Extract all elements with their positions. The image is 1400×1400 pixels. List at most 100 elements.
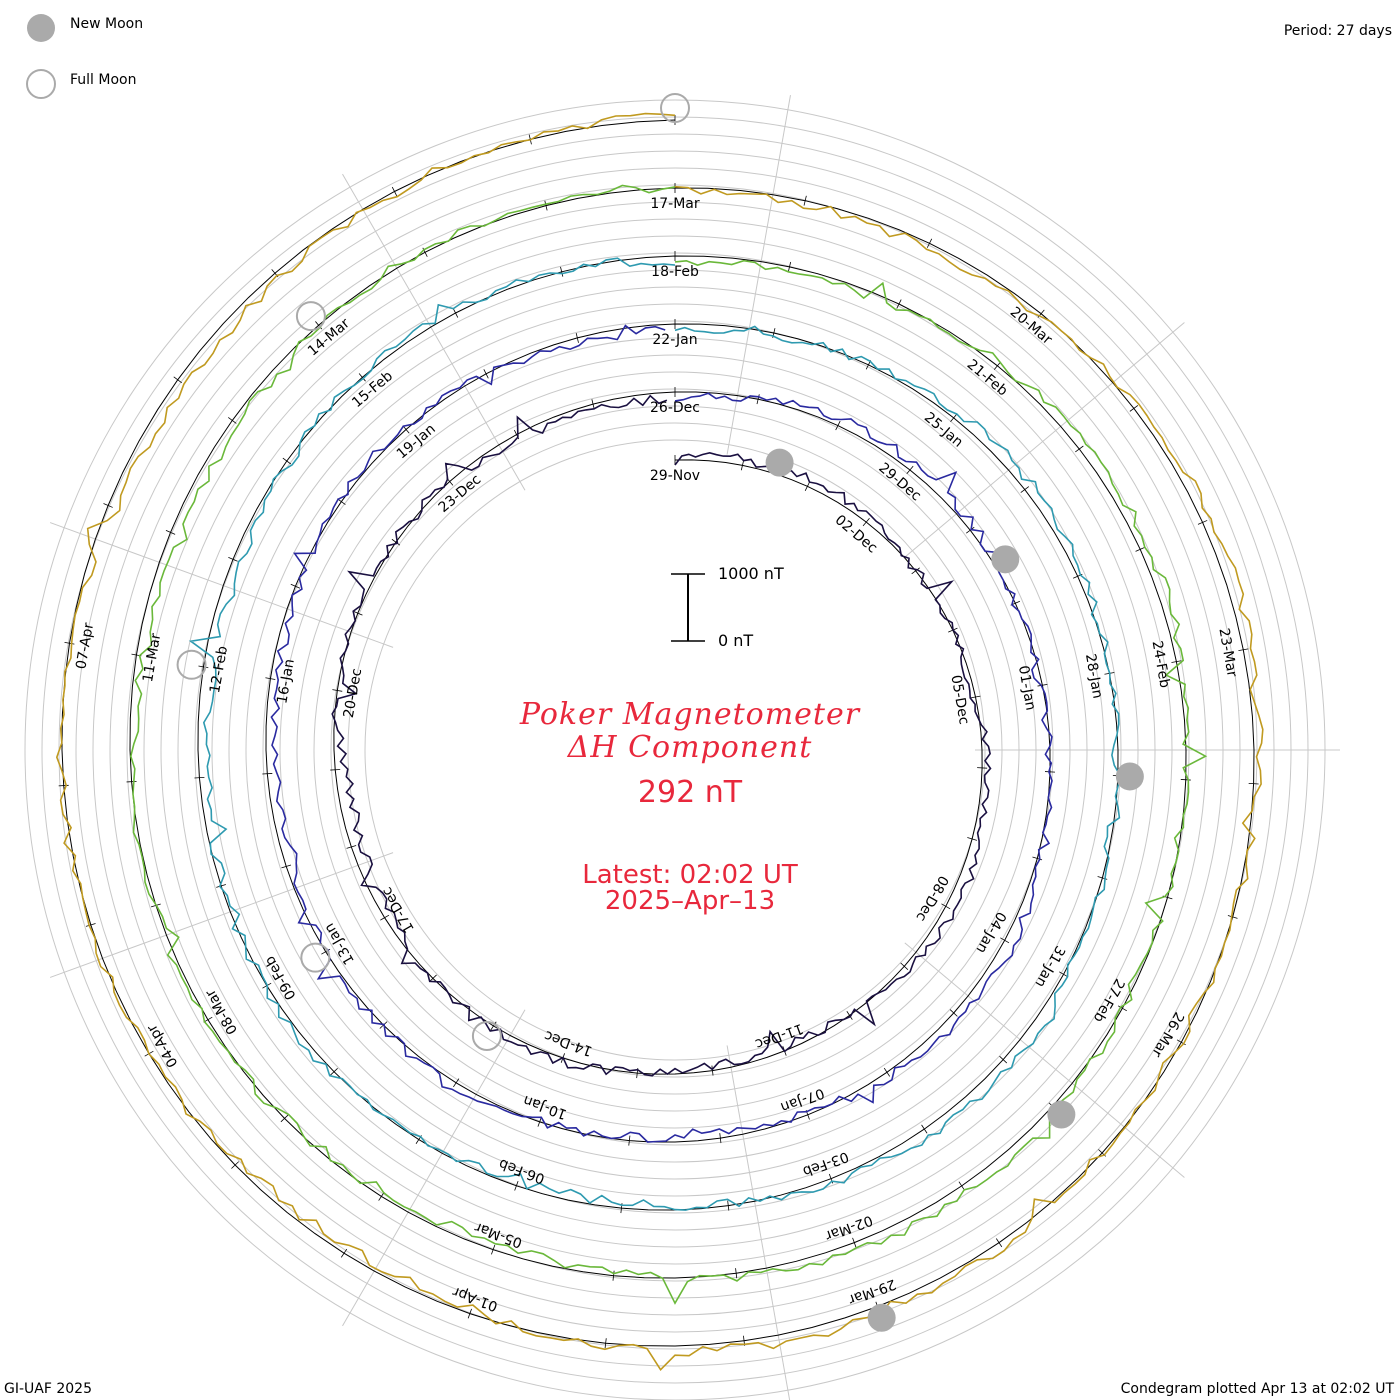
baseline-tick	[1238, 648, 1249, 652]
date-label: 17-Mar	[650, 196, 700, 212]
new-moon-marker	[765, 448, 794, 477]
baseline-tick	[103, 503, 113, 508]
date-label: 23-Dec	[436, 472, 485, 516]
baseline-tick	[906, 465, 914, 475]
date-label: 11-Mar	[140, 632, 164, 684]
baseline-tick	[883, 1067, 891, 1077]
baseline-tick	[999, 1055, 1008, 1064]
baseline-tick	[1135, 547, 1145, 552]
date-label: 18-Feb	[651, 264, 699, 280]
baseline-tick	[330, 769, 341, 771]
baseline-tick	[467, 1308, 472, 1319]
latest-date: 2025–Apr–13	[604, 886, 776, 916]
date-label: 13-Jan	[321, 920, 357, 967]
baseline-tick	[727, 1200, 730, 1211]
baseline-tick	[740, 460, 745, 471]
date-label: 01-Jan	[1015, 664, 1039, 711]
trace-rotation-5	[55, 112, 1264, 1371]
baseline-tick	[993, 361, 1001, 370]
grid-spoke	[726, 1045, 791, 1400]
grid-spoke	[904, 942, 1185, 1178]
scale-top-label: 1000 nT	[718, 564, 784, 583]
baseline-tick	[967, 837, 978, 841]
baseline-tick	[165, 530, 176, 535]
baseline-tick	[719, 1133, 722, 1144]
full-moon-marker	[176, 649, 207, 680]
credit-label: GI-UAF 2025	[4, 1381, 92, 1397]
date-label: 22-Jan	[652, 332, 697, 348]
plotted-label: Condegram plotted Apr 13 at 02:02 UT	[1120, 1381, 1394, 1397]
grid-spoke	[342, 173, 526, 491]
baseline-tick	[490, 1021, 497, 1031]
grid-spoke	[49, 522, 394, 648]
baseline-tick	[453, 1078, 460, 1088]
full-moon-marker	[300, 942, 331, 973]
baseline-tick	[862, 517, 870, 527]
baseline-tick	[402, 425, 410, 434]
baseline-tick	[1117, 1005, 1127, 1012]
baseline-tick	[353, 610, 363, 616]
date-label: 15-Feb	[349, 368, 396, 411]
baseline-tick	[711, 1065, 714, 1076]
baseline-tick	[575, 332, 579, 343]
baseline-tick	[282, 457, 292, 465]
latest-time: Latest: 02:02 UT	[582, 860, 798, 890]
date-label: 27-Feb	[1090, 976, 1128, 1025]
baseline-tick	[1171, 660, 1182, 663]
current-value: 292 nT	[637, 775, 743, 810]
baseline-tick	[280, 1114, 289, 1123]
baseline-tick	[926, 238, 933, 248]
date-label: 08-Mar	[202, 986, 241, 1037]
baseline-tick	[198, 665, 209, 669]
baseline-tick	[340, 1248, 348, 1258]
baseline-tick	[173, 376, 182, 384]
trace-rotation-4	[129, 184, 1208, 1305]
legend-new-moon-label: New Moon	[70, 16, 143, 32]
baseline-tick	[900, 962, 909, 971]
baseline-tick	[1044, 771, 1056, 773]
baseline-tick	[391, 186, 398, 197]
grid-spoke	[49, 852, 394, 978]
date-label: 14-Dec	[542, 1027, 594, 1059]
baseline-tick	[977, 767, 988, 769]
date-label: 14-Mar	[305, 315, 353, 359]
date-label: 07-Apr	[73, 621, 97, 670]
baseline-tick	[846, 1011, 853, 1020]
baseline-tick	[970, 695, 981, 699]
baseline-tick	[281, 864, 292, 869]
full-moon-marker	[295, 301, 326, 332]
date-label: 02-Mar	[823, 1212, 875, 1244]
baseline-tick	[1075, 445, 1084, 453]
baseline-tick	[958, 1181, 965, 1191]
data-traces	[55, 112, 1264, 1371]
full-moon-marker	[660, 93, 690, 123]
baseline-tick	[1037, 683, 1048, 687]
baseline-tick	[231, 1161, 239, 1169]
baseline-tick	[378, 1192, 385, 1201]
baseline-tick	[995, 1238, 1003, 1248]
baseline-tick	[852, 1237, 857, 1248]
legend-full-moon-label: Full Moon	[70, 72, 136, 88]
baseline-tick	[290, 583, 301, 589]
new-moon-legend-icon	[27, 14, 55, 42]
baseline-tick	[265, 677, 276, 680]
trace-rotation-1	[331, 394, 992, 1077]
date-label: 16-Jan	[274, 658, 298, 705]
date-label: 05-Mar	[472, 1219, 524, 1251]
baseline-tick	[1129, 405, 1139, 412]
date-label: 11-Dec	[753, 1020, 805, 1052]
baseline-tick	[537, 1117, 542, 1127]
baseline-tick	[346, 845, 357, 849]
scale-bottom-label: 0 nT	[718, 631, 753, 650]
grid-spoke	[904, 322, 1185, 558]
baseline-tick	[216, 884, 226, 888]
grid-spoke	[342, 1009, 526, 1327]
date-label: 12-Feb	[207, 645, 231, 695]
baseline-tick	[1248, 783, 1259, 785]
baseline-tick	[358, 373, 366, 382]
baseline-tick	[921, 1124, 928, 1134]
baseline-tick	[787, 261, 792, 272]
baseline-tick	[591, 399, 595, 410]
baseline-tick	[85, 923, 96, 927]
